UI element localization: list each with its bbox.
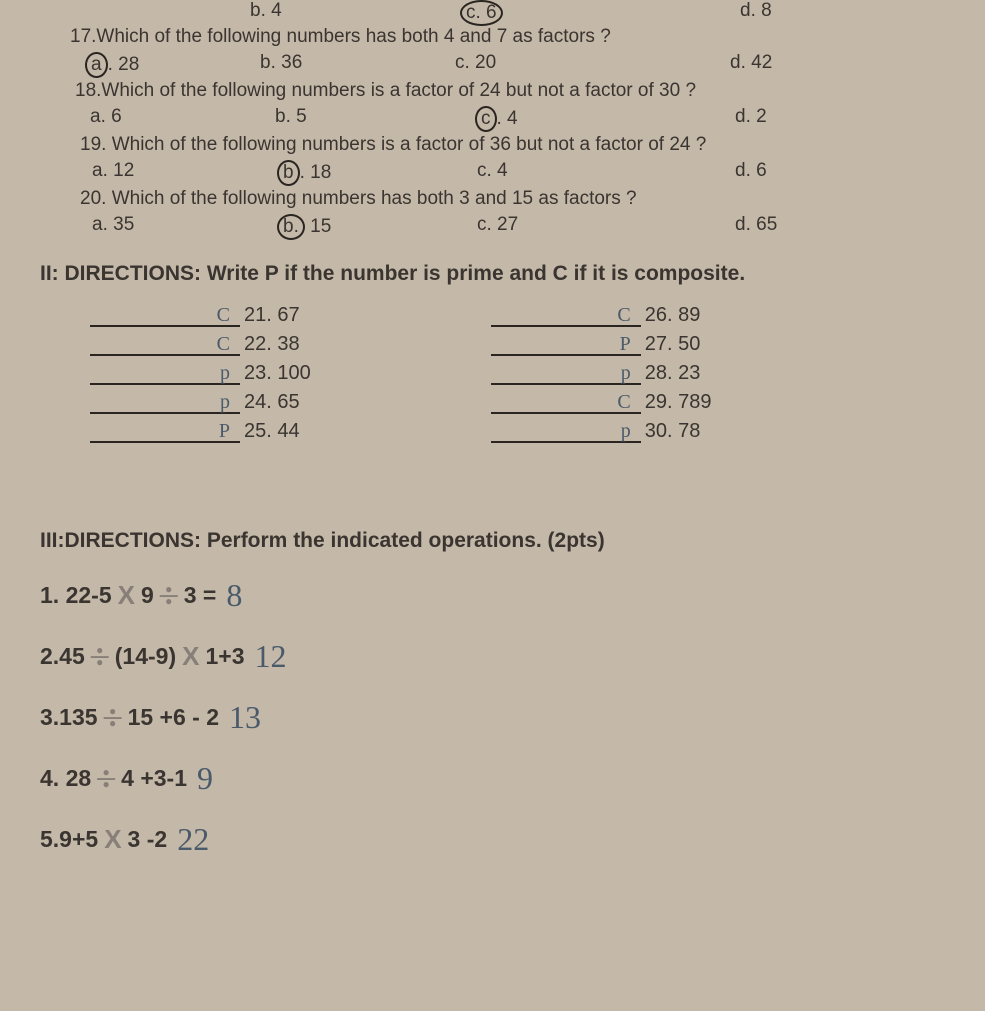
blank-row: C 21. 67 (90, 304, 311, 327)
handwritten-answer: C (217, 304, 230, 327)
opt-20b: b. 15 (277, 214, 477, 240)
handwritten-answer: C (617, 391, 630, 414)
multiply-icon: X (98, 824, 127, 855)
divide-icon: ●—● (98, 709, 128, 726)
opt-17a: a. 28 (85, 52, 260, 78)
question-20: 20. Which of the following numbers has b… (30, 188, 955, 210)
opt-18d: d. 2 (735, 106, 767, 132)
question-17: 17.Which of the following numbers has bo… (30, 26, 955, 48)
blank-row: p 28. 23 (491, 362, 712, 385)
opt-17d: d. 42 (730, 52, 772, 78)
divide-icon: ●—● (91, 770, 121, 787)
handwritten-answer: p (621, 362, 631, 385)
question-number-label: 27. 50 (645, 333, 701, 356)
math-text: 3.135 (40, 704, 98, 731)
opt-18b: b. 5 (275, 106, 475, 132)
handwritten-answer: 9 (197, 760, 213, 797)
section2-left-col: C 21. 67 C 22. 38 p 23. 100 p 24. 65 P 25. 44 (90, 304, 311, 449)
question-number-label: 21. 67 (244, 304, 300, 327)
opt-19c: c. 4 (477, 160, 735, 186)
section-2-title: II: DIRECTIONS: Write P if the number is… (40, 262, 955, 286)
math-problem: 4. 28●—●4 +3-1 9 (40, 760, 955, 797)
math-text: 1+3 (205, 643, 244, 670)
math-text: 3 -2 (128, 826, 168, 853)
opt-17c: c. 20 (455, 52, 730, 78)
question-number-label: 29. 789 (645, 391, 712, 414)
math-text: 15 +6 - 2 (128, 704, 219, 731)
handwritten-answer: 8 (226, 577, 242, 614)
handwritten-answer: P (620, 333, 631, 356)
handwritten-answer: 22 (177, 821, 209, 858)
math-text: (14-9) (115, 643, 176, 670)
opt-20d: d. 65 (735, 214, 777, 240)
question-18: 18.Which of the following numbers is a f… (30, 80, 955, 102)
blank-row: P 27. 50 (491, 333, 712, 356)
math-text: 2.45 (40, 643, 85, 670)
blank-row: C 22. 38 (90, 333, 311, 356)
question-number-label: 30. 78 (645, 420, 701, 443)
question-number-label: 28. 23 (645, 362, 701, 385)
math-text: 1. 22-5 (40, 582, 112, 609)
opt-20c: c. 27 (477, 214, 735, 240)
handwritten-answer: p (621, 420, 631, 443)
section2-right-col: C 26. 89 P 27. 50 p 28. 23 C 29. 789 p 30. 78 (491, 304, 712, 449)
math-text: 5.9+5 (40, 826, 98, 853)
question-number-label: 26. 89 (645, 304, 701, 327)
handwritten-answer: p (220, 391, 230, 414)
divide-icon: ●—● (154, 587, 184, 604)
question-number-label: 22. 38 (244, 333, 300, 356)
blank-row: p 30. 78 (491, 420, 712, 443)
math-problem: 3.135●—●15 +6 - 2 13 (40, 699, 955, 736)
opt-19d: d. 6 (735, 160, 767, 186)
handwritten-answer: C (217, 333, 230, 356)
blank-row: p 23. 100 (90, 362, 311, 385)
handwritten-answer: 13 (229, 699, 261, 736)
divide-icon: ●—● (85, 648, 115, 665)
blank-row: C 26. 89 (491, 304, 712, 327)
opt-19b: b. 18 (277, 160, 477, 186)
opt-19a: a. 12 (92, 160, 277, 186)
handwritten-answer: 12 (254, 638, 286, 675)
math-text: 4. 28 (40, 765, 91, 792)
question-number-label: 24. 65 (244, 391, 300, 414)
math-problem: 2.45●—●(14-9)X1+3 12 (40, 638, 955, 675)
opt-18a: a. 6 (90, 106, 275, 132)
math-problem: 5.9+5X3 -2 22 (40, 821, 955, 858)
handwritten-answer: P (219, 420, 230, 443)
opt-16b: b. 4 (250, 0, 460, 26)
multiply-icon: X (176, 641, 205, 672)
math-text: 4 +3-1 (121, 765, 187, 792)
math-problem: 1. 22-5X9●—●3 = 8 (40, 577, 955, 614)
opt-17b: b. 36 (260, 52, 455, 78)
opt-16c: c. 6 (460, 0, 740, 26)
question-19: 19. Which of the following numbers is a … (30, 134, 955, 156)
opt-18c: c. 4 (475, 106, 735, 132)
blank-row: P 25. 44 (90, 420, 311, 443)
handwritten-answer: p (220, 362, 230, 385)
blank-row: p 24. 65 (90, 391, 311, 414)
handwritten-answer: C (617, 304, 630, 327)
section-3-title: III:DIRECTIONS: Perform the indicated op… (40, 529, 955, 553)
blank-row: C 29. 789 (491, 391, 712, 414)
multiply-icon: X (112, 580, 141, 611)
math-text: 9 (141, 582, 154, 609)
question-number-label: 23. 100 (244, 362, 311, 385)
opt-16d: d. 8 (740, 0, 772, 26)
math-text: 3 = (184, 582, 217, 609)
question-number-label: 25. 44 (244, 420, 300, 443)
opt-20a: a. 35 (92, 214, 277, 240)
